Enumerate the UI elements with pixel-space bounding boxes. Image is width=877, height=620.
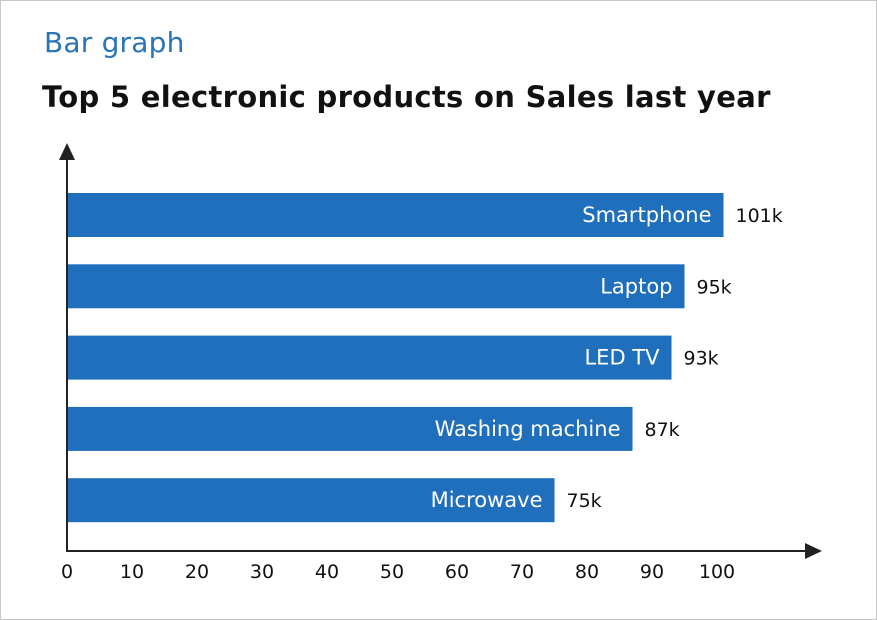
bar-laptop <box>67 264 685 309</box>
x-tick-label: 60 <box>445 561 469 583</box>
x-tick-label: 30 <box>250 561 274 583</box>
x-tick-label: 20 <box>185 561 209 583</box>
x-tick-label: 70 <box>510 561 534 583</box>
x-axis-arrow <box>805 543 822 559</box>
bar-value-label: 95k <box>697 276 732 298</box>
x-tick-label: 90 <box>640 561 664 583</box>
chart-title: Top 5 electronic products on Sales last … <box>42 80 771 114</box>
axes-layer <box>59 143 822 559</box>
x-tick-label: 0 <box>61 561 73 583</box>
bar-category-label: Washing machine <box>435 417 621 441</box>
bar-value-label: 101k <box>736 205 783 227</box>
x-tick-label: 10 <box>120 561 144 583</box>
bar-category-label: Smartphone <box>582 203 711 227</box>
x-tick-label: 50 <box>380 561 404 583</box>
y-axis-arrow <box>59 143 75 160</box>
bars-layer: Smartphone 101k Laptop 95k LED TV 93k Washing … <box>67 193 783 523</box>
chart-kicker: Bar graph <box>44 26 185 59</box>
bar-washing-machine <box>67 406 633 451</box>
bar-value-label: 87k <box>645 419 680 441</box>
bar-category-label: LED TV <box>584 346 660 370</box>
bar-value-label: 93k <box>684 348 719 370</box>
bar-value-label: 75k <box>567 490 602 512</box>
x-tick-label: 100 <box>699 561 735 583</box>
bar-category-label: Laptop <box>600 274 672 298</box>
bar-led-tv <box>67 335 672 380</box>
x-tick-label: 40 <box>315 561 339 583</box>
bar-smartphone <box>67 193 724 237</box>
bar-category-label: Microwave <box>431 488 543 512</box>
x-tick-label: 80 <box>575 561 599 583</box>
bar-microwave <box>67 478 555 523</box>
ticks-layer: 0 10 20 30 40 50 60 70 80 90 100 <box>61 561 735 583</box>
